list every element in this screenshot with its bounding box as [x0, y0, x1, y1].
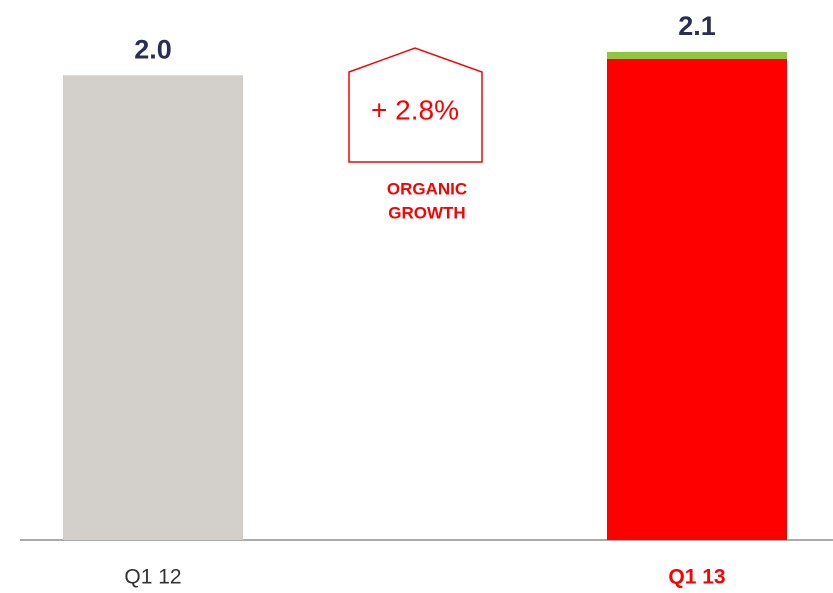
annotation-box: [348, 47, 483, 163]
total-label: 2.1: [678, 11, 716, 41]
annotation-value: + 2.8%: [371, 94, 459, 125]
bar-segment: [607, 58, 787, 540]
bar-segment: [607, 52, 787, 59]
x-tick-label: Q1 13: [668, 566, 725, 589]
bar-segment: [63, 75, 243, 540]
x-tick-label: Q1 12: [124, 566, 181, 589]
total-label: 2.0: [134, 34, 172, 64]
annotation-label: GROWTH: [388, 203, 465, 222]
annotation-label: ORGANIC: [387, 179, 467, 198]
